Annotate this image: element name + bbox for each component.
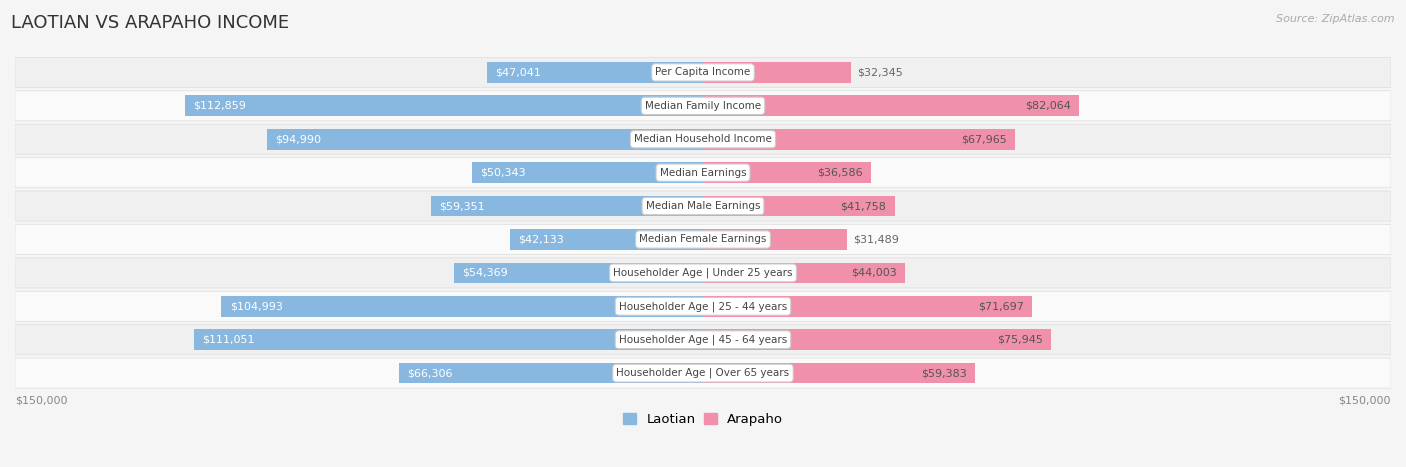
Text: $59,351: $59,351: [439, 201, 485, 211]
FancyBboxPatch shape: [15, 57, 1391, 87]
Text: Median Household Income: Median Household Income: [634, 134, 772, 144]
Text: Median Family Income: Median Family Income: [645, 101, 761, 111]
FancyBboxPatch shape: [15, 325, 1391, 355]
Bar: [703, 129, 1015, 149]
Bar: [703, 229, 848, 250]
Bar: [510, 229, 703, 250]
Text: $71,697: $71,697: [977, 301, 1024, 311]
FancyBboxPatch shape: [15, 358, 1391, 388]
Bar: [488, 62, 703, 83]
Text: $31,489: $31,489: [853, 234, 898, 244]
FancyBboxPatch shape: [15, 124, 1391, 154]
FancyBboxPatch shape: [15, 157, 1391, 188]
Bar: [703, 163, 870, 183]
Bar: [194, 329, 703, 350]
Text: $47,041: $47,041: [495, 67, 541, 78]
Text: Source: ZipAtlas.com: Source: ZipAtlas.com: [1277, 14, 1395, 24]
Bar: [221, 296, 703, 317]
Bar: [399, 363, 703, 383]
Bar: [703, 95, 1080, 116]
Text: $94,990: $94,990: [276, 134, 322, 144]
Text: $112,859: $112,859: [194, 101, 246, 111]
FancyBboxPatch shape: [15, 191, 1391, 221]
Bar: [703, 363, 976, 383]
Text: Median Female Earnings: Median Female Earnings: [640, 234, 766, 244]
Text: $150,000: $150,000: [1339, 396, 1391, 406]
FancyBboxPatch shape: [15, 258, 1391, 288]
Text: $82,064: $82,064: [1025, 101, 1071, 111]
Text: Per Capita Income: Per Capita Income: [655, 67, 751, 78]
Text: $41,758: $41,758: [841, 201, 886, 211]
Text: $42,133: $42,133: [517, 234, 564, 244]
Text: LAOTIAN VS ARAPAHO INCOME: LAOTIAN VS ARAPAHO INCOME: [11, 14, 290, 32]
Text: $75,945: $75,945: [997, 335, 1043, 345]
Bar: [454, 262, 703, 283]
Text: $104,993: $104,993: [229, 301, 283, 311]
Text: Median Earnings: Median Earnings: [659, 168, 747, 177]
Text: $50,343: $50,343: [481, 168, 526, 177]
Legend: Laotian, Arapaho: Laotian, Arapaho: [617, 407, 789, 431]
Bar: [703, 296, 1032, 317]
Text: Median Male Earnings: Median Male Earnings: [645, 201, 761, 211]
Text: $66,306: $66,306: [408, 368, 453, 378]
Text: $111,051: $111,051: [202, 335, 254, 345]
Text: Householder Age | 25 - 44 years: Householder Age | 25 - 44 years: [619, 301, 787, 311]
Bar: [703, 62, 852, 83]
Bar: [267, 129, 703, 149]
Text: $44,003: $44,003: [851, 268, 897, 278]
FancyBboxPatch shape: [15, 225, 1391, 255]
Text: $59,383: $59,383: [921, 368, 967, 378]
Text: $32,345: $32,345: [856, 67, 903, 78]
Text: $54,369: $54,369: [463, 268, 508, 278]
Bar: [472, 163, 703, 183]
Bar: [703, 196, 894, 216]
Bar: [430, 196, 703, 216]
Text: Householder Age | 45 - 64 years: Householder Age | 45 - 64 years: [619, 334, 787, 345]
Text: Householder Age | Under 25 years: Householder Age | Under 25 years: [613, 268, 793, 278]
Bar: [186, 95, 703, 116]
FancyBboxPatch shape: [15, 91, 1391, 121]
Text: $150,000: $150,000: [15, 396, 67, 406]
Text: $67,965: $67,965: [960, 134, 1007, 144]
Bar: [703, 262, 905, 283]
Text: $36,586: $36,586: [817, 168, 862, 177]
Bar: [703, 329, 1052, 350]
Text: Householder Age | Over 65 years: Householder Age | Over 65 years: [616, 368, 790, 378]
FancyBboxPatch shape: [15, 291, 1391, 321]
